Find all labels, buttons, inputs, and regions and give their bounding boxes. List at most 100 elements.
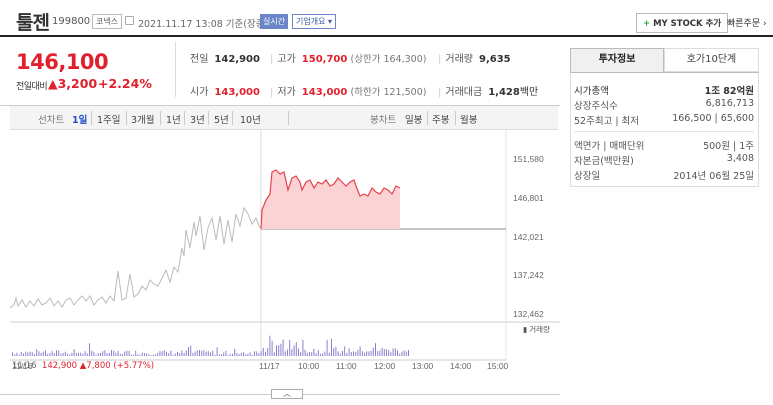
- volume-bar: [377, 351, 379, 356]
- clock-icon: [125, 16, 134, 25]
- candle-monthly[interactable]: 월봉: [460, 115, 478, 126]
- volume-bar: [293, 345, 295, 356]
- volume-bar: [359, 346, 361, 356]
- volume-bar: [388, 350, 390, 356]
- volume-bar: [238, 354, 240, 356]
- volume-bar: [335, 346, 337, 356]
- volume-bar: [375, 343, 376, 356]
- price-divider: [175, 42, 176, 97]
- volume-bar: [225, 350, 227, 356]
- volume-bar: [276, 345, 277, 356]
- volume-bar: [148, 354, 150, 356]
- collapse-chart-handle[interactable]: ︿: [271, 389, 303, 399]
- market-badge: 코넥스: [92, 14, 123, 29]
- volume-bar: [126, 350, 128, 356]
- volume-bar: [20, 352, 22, 356]
- toolbar-sep: [91, 111, 92, 125]
- volume-bar: [405, 351, 407, 356]
- volume-bar: [311, 352, 313, 356]
- volume-bar: [201, 350, 203, 356]
- volume-bar: [124, 351, 126, 356]
- stat-trade-amount: | 거래대금 1,428백만: [438, 87, 539, 98]
- volume-bar: [157, 352, 159, 356]
- volume-bar: [75, 352, 77, 356]
- period-1w[interactable]: 1주일: [97, 115, 121, 126]
- volume-bar: [366, 351, 368, 356]
- quick-order-link[interactable]: 빠른주문 ›: [727, 19, 767, 29]
- change-label: 전일대비: [16, 82, 48, 92]
- volume-bar: [25, 351, 27, 356]
- shares-value: 6,816,713: [705, 98, 754, 109]
- volume-bar: [31, 352, 33, 356]
- volume-bar: [141, 352, 143, 356]
- volume-bar: [40, 352, 42, 356]
- volume-bar: [27, 352, 29, 356]
- volume-bar: [317, 350, 319, 356]
- volume-bar: [284, 351, 286, 356]
- volume-bar: [309, 352, 310, 356]
- volume-bar: [344, 346, 346, 356]
- add-mystock-label: MY STOCK 추가: [653, 19, 722, 29]
- volume-bar: [108, 352, 110, 356]
- volume-bar: [229, 354, 231, 356]
- company-overview-button[interactable]: 기업개요 ▾: [292, 14, 336, 29]
- volume-bar: [168, 353, 170, 356]
- volume-bar: [214, 354, 216, 356]
- y-tick-label: 132,462: [513, 309, 544, 319]
- volume-bar: [170, 350, 172, 356]
- period-1d[interactable]: 1일: [72, 115, 88, 126]
- volume-bar: [133, 354, 134, 356]
- market-cap-label: 시가총액: [574, 86, 609, 97]
- volume-bar: [289, 340, 291, 356]
- period-5y[interactable]: 5년: [214, 115, 229, 126]
- volume-bar: [216, 347, 218, 356]
- volume-bar: [313, 348, 315, 356]
- volume-bar: [282, 339, 284, 356]
- volume-bar: [221, 354, 222, 356]
- x-tick-label: 13:00: [412, 361, 434, 371]
- toolbar-sep: [160, 111, 161, 125]
- add-mystock-button[interactable]: + MY STOCK 추가: [636, 13, 729, 33]
- stock-name: 툴젠: [16, 12, 50, 34]
- volume-bar: [265, 351, 266, 356]
- volume-bar: [271, 340, 273, 356]
- x-tick-label: 14:00: [450, 361, 472, 371]
- volume-bar: [298, 348, 299, 356]
- volume-bar: [394, 348, 396, 356]
- candle-weekly[interactable]: 주봉: [432, 115, 450, 126]
- volume-bar: [348, 348, 350, 356]
- volume-bars: [12, 335, 409, 356]
- period-1y[interactable]: 1년: [166, 115, 181, 126]
- volume-bar: [397, 350, 398, 356]
- volume-bar: [353, 351, 354, 356]
- volume-bar: [128, 350, 130, 356]
- volume-bar: [119, 353, 121, 356]
- volume-bar: [113, 350, 115, 356]
- change-amount: ▲3,200: [48, 76, 98, 91]
- volume-bar: [399, 353, 401, 356]
- period-3y[interactable]: 3년: [190, 115, 205, 126]
- volume-bar: [29, 351, 31, 356]
- candle-daily[interactable]: 일봉: [405, 115, 423, 126]
- volume-bar: [159, 351, 161, 356]
- tab-orderbook-10[interactable]: 호가10단계: [664, 48, 759, 72]
- period-3m[interactable]: 3개월: [131, 115, 155, 126]
- x-tick-label: 12:00: [374, 361, 396, 371]
- period-10y[interactable]: 10년: [240, 115, 261, 126]
- volume-bar: [185, 350, 187, 356]
- stat-low: | 저가 143,000 (하한가 121,500): [270, 87, 427, 98]
- volume-bar: [243, 352, 244, 356]
- stock-code: 199800: [52, 16, 91, 27]
- volume-bar: [122, 354, 123, 356]
- volume-bar: [69, 354, 71, 356]
- volume-bar: [245, 354, 247, 356]
- volume-bar: [306, 352, 308, 356]
- volume-bar: [339, 353, 341, 356]
- header-divider: [0, 35, 773, 37]
- volume-bar: [337, 351, 339, 356]
- prev-day-price-line: [10, 206, 261, 309]
- tab-investment-info[interactable]: 투자정보: [570, 48, 664, 72]
- x-tick-label: 10:00: [298, 361, 320, 371]
- volume-bar: [144, 353, 145, 356]
- volume-bar: [370, 350, 372, 356]
